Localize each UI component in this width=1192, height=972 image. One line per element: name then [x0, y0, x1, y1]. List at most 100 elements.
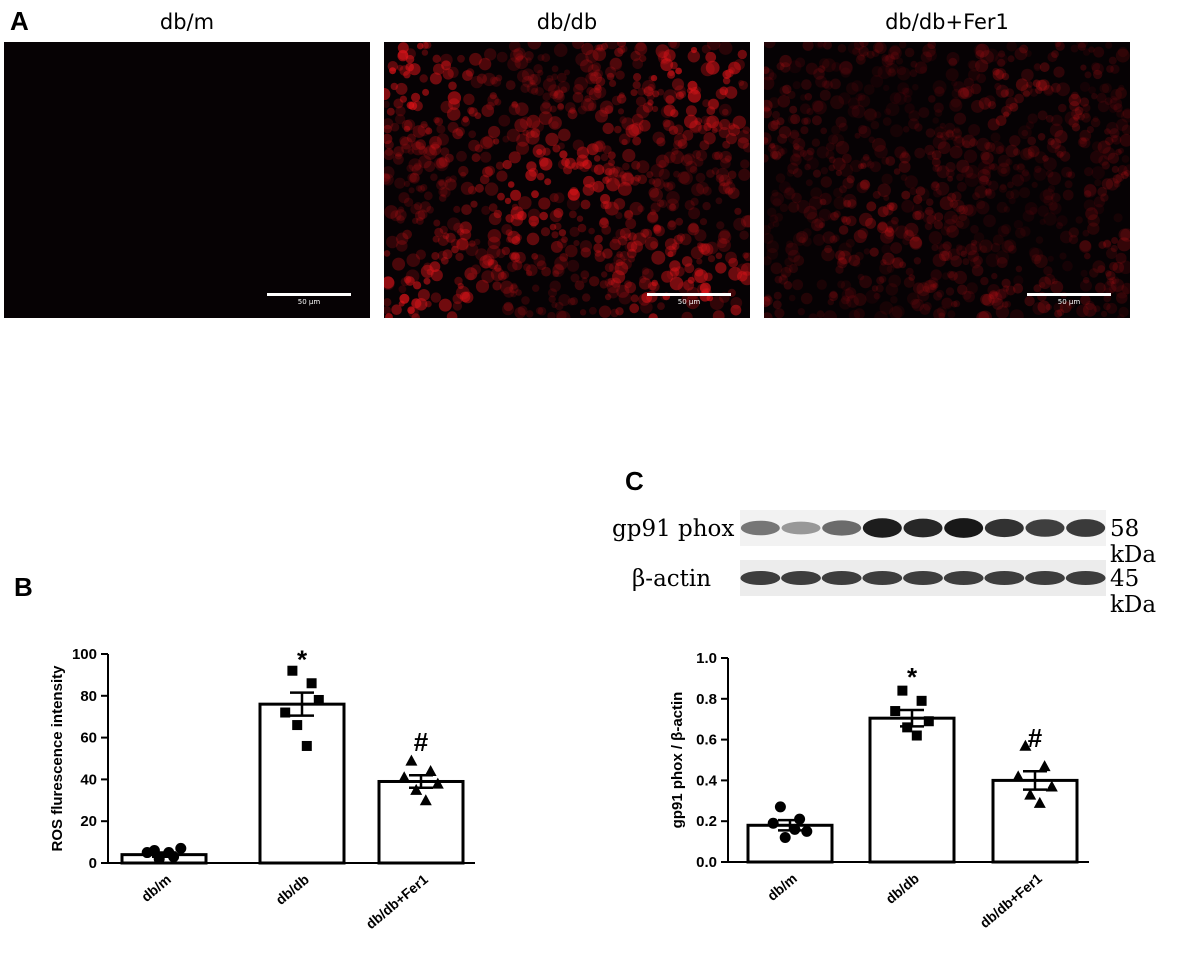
- scale-bar-label: 50 μm: [677, 298, 701, 306]
- cell-blob: [417, 42, 424, 50]
- cell-blob: [883, 195, 890, 201]
- cell-blob: [621, 138, 628, 146]
- cell-blob: [456, 238, 469, 252]
- cell-blob: [570, 273, 580, 283]
- cell-blob: [457, 54, 465, 63]
- cell-blob: [964, 204, 977, 217]
- cell-blob: [796, 199, 811, 214]
- cell-blob: [436, 180, 446, 191]
- data-point-square: [313, 694, 324, 705]
- cell-blob: [707, 98, 720, 111]
- cell-blob: [1014, 93, 1024, 104]
- cell-blob: [769, 214, 779, 224]
- cell-blob: [617, 46, 626, 55]
- cell-blob: [956, 220, 964, 228]
- cell-blob: [858, 125, 872, 139]
- cell-blob: [592, 141, 604, 153]
- cell-blob: [624, 209, 633, 219]
- blot-band-actin: [903, 571, 943, 585]
- cell-blob: [1110, 64, 1120, 74]
- cell-blob: [776, 62, 785, 71]
- cell-blob: [576, 215, 584, 222]
- cell-blob: [631, 122, 644, 135]
- cell-blob: [992, 234, 1004, 246]
- cell-blob: [939, 196, 954, 211]
- cell-blob: [474, 112, 482, 120]
- cell-blob: [669, 276, 684, 291]
- cell-blob: [514, 118, 528, 133]
- cell-blob: [521, 68, 535, 81]
- cell-blob: [838, 225, 849, 235]
- cell-blob: [774, 275, 783, 284]
- cell-blob: [679, 171, 693, 186]
- cell-blob: [764, 132, 772, 146]
- cell-blob: [561, 157, 570, 167]
- cell-blob: [1009, 102, 1019, 112]
- cell-blob: [688, 222, 699, 233]
- cell-blob: [459, 221, 472, 234]
- cell-blob: [957, 87, 970, 100]
- cell-blob: [1049, 202, 1062, 215]
- cell-blob: [429, 72, 442, 85]
- y-tick-label: 0.6: [696, 732, 717, 749]
- cell-blob: [822, 231, 836, 244]
- cell-blob: [589, 306, 597, 315]
- cell-blob: [847, 105, 860, 118]
- cell-blob: [396, 240, 408, 252]
- cell-blob: [728, 266, 742, 281]
- cell-blob: [694, 267, 704, 277]
- cell-blob: [984, 188, 992, 196]
- cell-blob: [904, 222, 919, 237]
- cell-blob: [583, 175, 595, 188]
- cell-blob: [879, 301, 894, 315]
- cell-blob: [397, 206, 405, 213]
- cell-blob: [715, 167, 730, 182]
- cell-blob: [811, 115, 822, 126]
- cell-blob: [633, 232, 647, 246]
- cell-blob: [1002, 285, 1010, 292]
- cell-blob: [411, 164, 423, 176]
- cell-blob: [995, 250, 1010, 264]
- blot-band-gp91: [1066, 519, 1106, 537]
- cell-blob: [410, 203, 421, 215]
- cell-blob: [848, 309, 861, 318]
- cell-blob: [457, 228, 465, 236]
- cell-blob: [641, 80, 656, 94]
- cell-blob: [953, 126, 961, 134]
- cell-blob: [764, 137, 769, 144]
- data-point-triangle: [1038, 760, 1051, 772]
- cell-blob: [509, 42, 521, 53]
- cell-blob: [432, 235, 440, 243]
- scale-bar: [1027, 293, 1111, 296]
- cell-blob: [1104, 128, 1111, 135]
- cell-blob: [1013, 275, 1024, 286]
- cell-blob: [566, 197, 580, 211]
- cell-blob: [438, 194, 447, 202]
- cell-blob: [737, 49, 747, 60]
- cell-blob: [1075, 216, 1083, 224]
- cell-blob: [384, 172, 390, 182]
- cell-blob: [953, 300, 961, 308]
- cell-blob: [1068, 93, 1081, 107]
- cell-blob: [600, 201, 609, 210]
- cell-blob: [404, 119, 416, 131]
- cell-blob: [438, 187, 448, 197]
- cell-blob: [1116, 118, 1129, 131]
- cell-blob: [970, 224, 979, 234]
- cell-blob: [840, 215, 848, 223]
- cell-blob: [632, 81, 641, 90]
- cell-blob: [978, 310, 992, 318]
- cell-blob: [776, 117, 785, 126]
- cell-blob: [625, 124, 640, 138]
- cell-blob: [384, 276, 395, 291]
- cell-blob: [593, 86, 607, 99]
- cell-blob: [527, 208, 541, 221]
- cell-blob: [838, 250, 852, 265]
- cell-blob: [673, 140, 683, 150]
- cell-blob: [390, 82, 398, 91]
- cell-blob: [538, 111, 553, 125]
- cell-blob: [957, 181, 967, 192]
- cell-blob: [580, 247, 591, 258]
- cell-blob: [668, 243, 678, 253]
- cell-blob: [390, 210, 402, 222]
